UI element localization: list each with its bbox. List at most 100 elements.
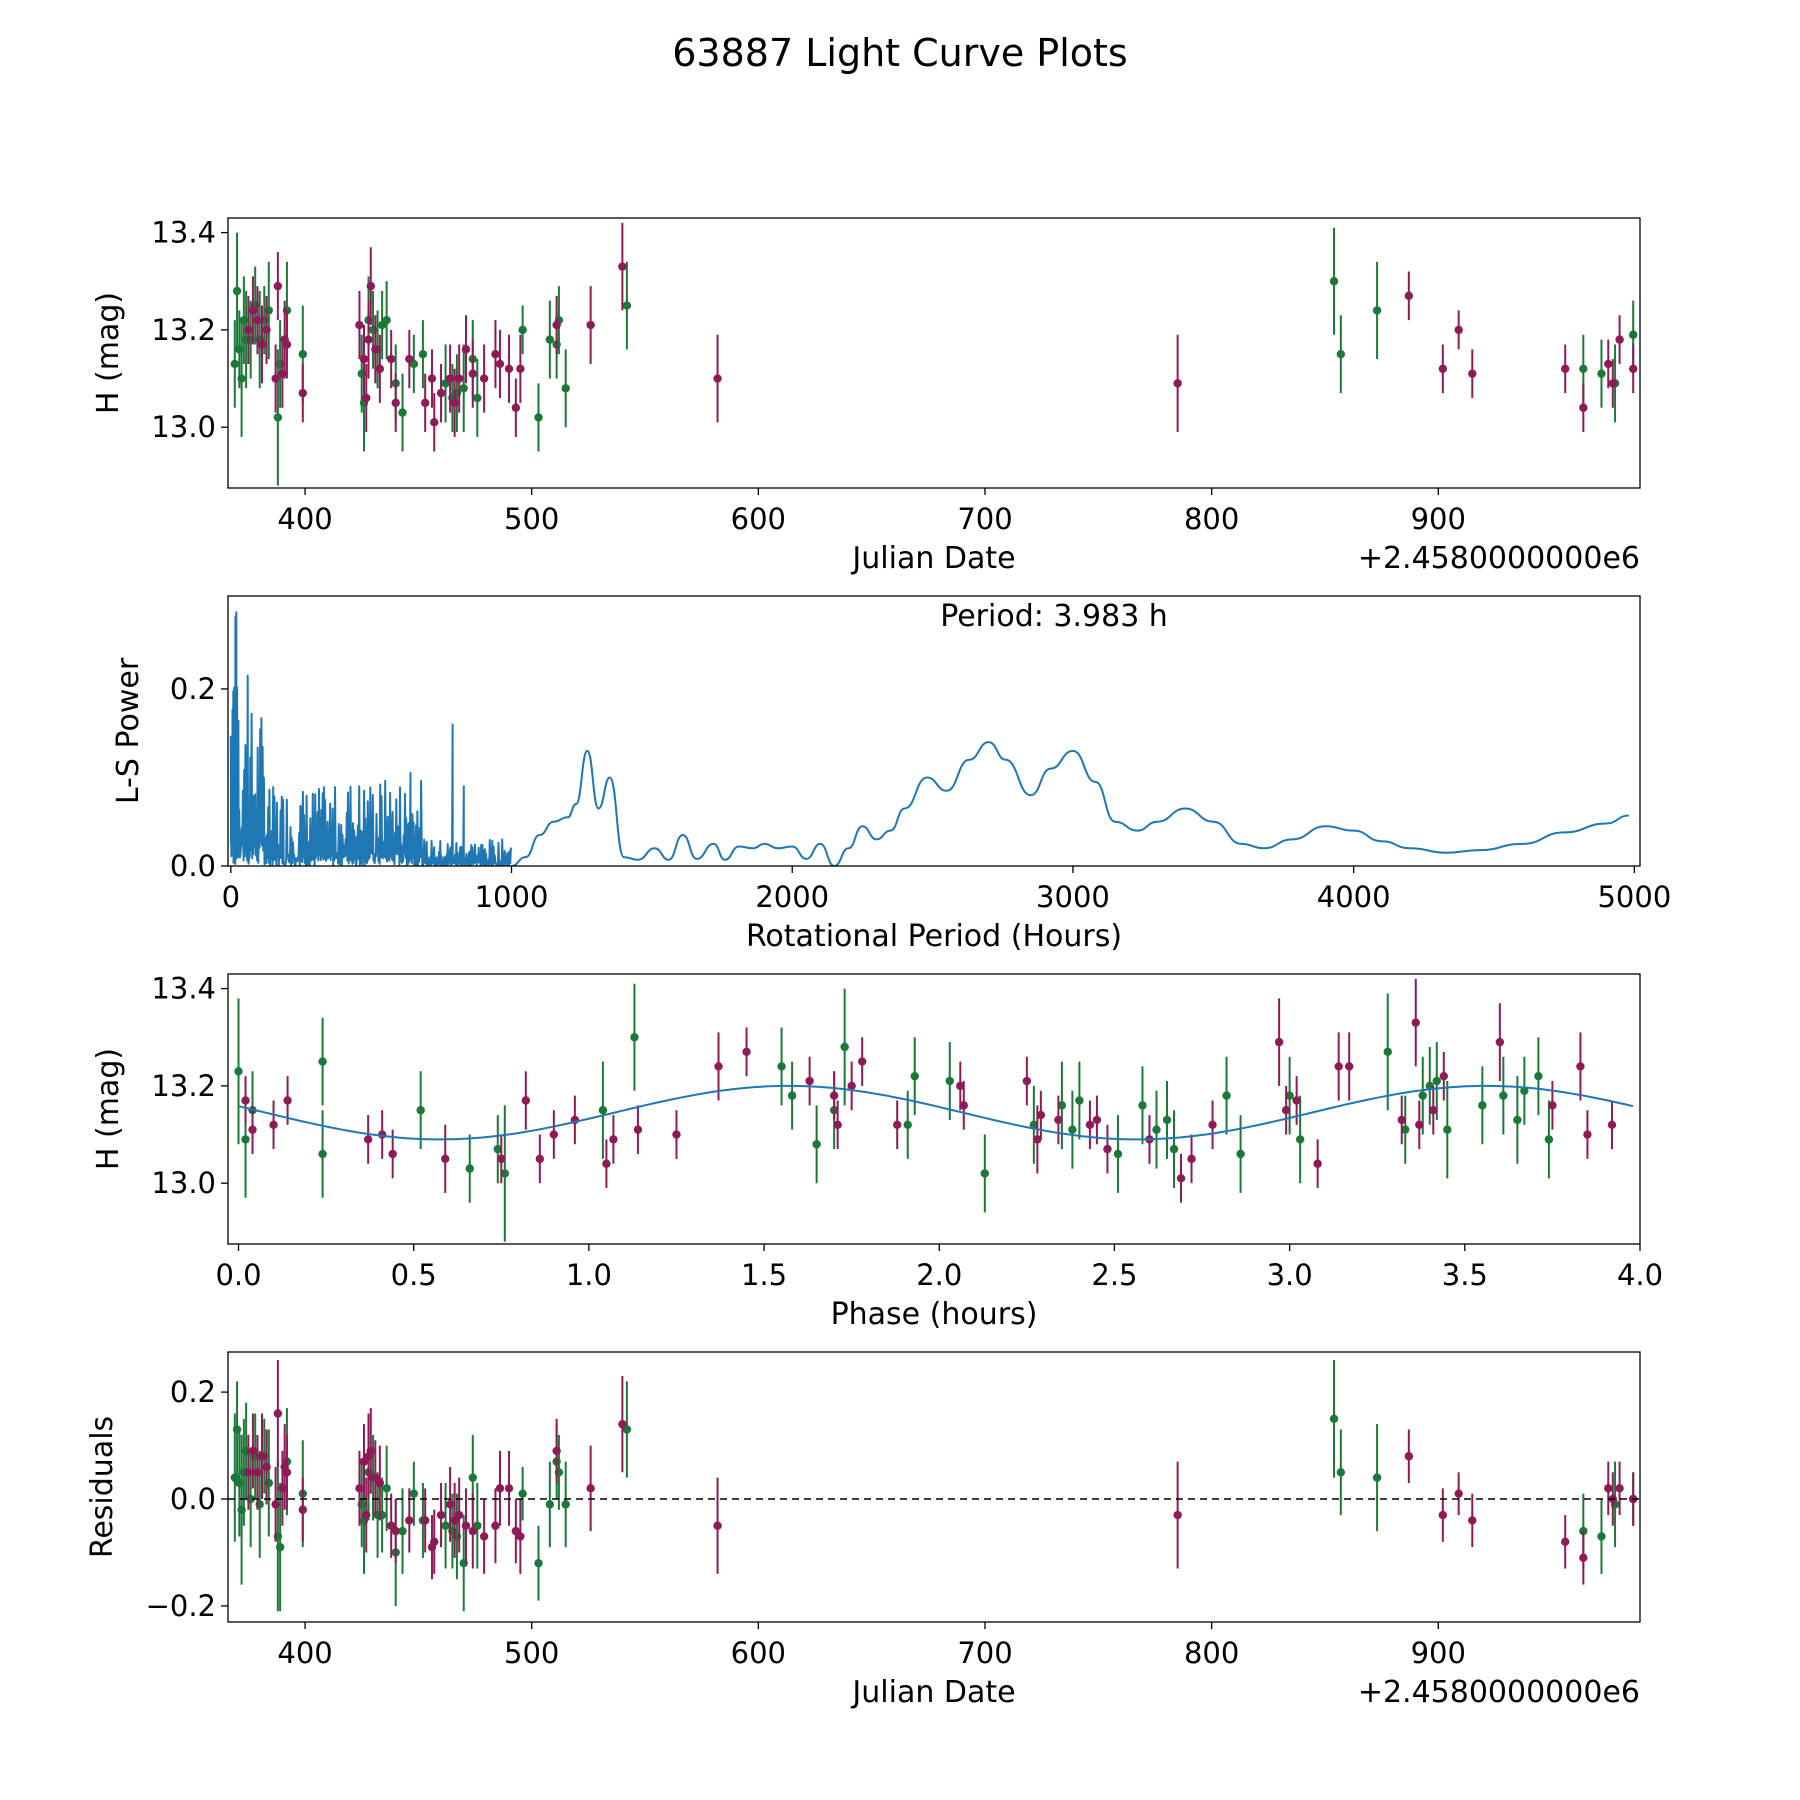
data-point [318,1057,327,1066]
data-point [1334,1062,1343,1071]
data-point [269,1120,278,1130]
panel-periodogram: 0 1000 2000 3000 4000 5000 0.0 0.2 Rotational Pe… [111,595,1671,954]
data-point [468,369,477,378]
data-point [271,374,280,383]
data-point [1454,325,1463,335]
data-point [586,1484,595,1493]
data-point [495,1484,505,1493]
x-tick-label: 4.0 [1617,1258,1663,1292]
data-point [552,1446,561,1456]
data-point [398,408,407,417]
plot-frame [227,973,1641,1245]
data-point [1029,1120,1039,1130]
data-point [420,1516,430,1525]
data-point [468,1473,477,1482]
data-point [1085,1120,1095,1130]
panel-lightcurve: 400 500 600 700 800 900 13.0 13.2 13.4 Julian Dat… [91,216,1641,576]
x-axis-label: Julian Date [850,1675,1015,1710]
data-point [282,340,292,349]
fit-layer [238,1084,1634,1141]
data-point [391,1526,400,1536]
data-point [1615,1484,1624,1493]
data-point [230,359,239,369]
data-point [366,281,375,291]
data-point [436,1510,446,1520]
data-point [521,1096,531,1105]
data-point [903,1120,912,1130]
x-tick-label: 500 [504,1636,559,1670]
data-point [829,1091,839,1100]
data-point [847,1081,856,1091]
x-tick-label: 0.5 [391,1258,437,1292]
data-point [253,315,262,325]
data-point [362,393,371,403]
data-point [1404,1452,1414,1461]
y-axis-label: L-S Power [111,657,146,804]
data-point [1468,1516,1477,1525]
data-point [518,325,527,335]
data-point [298,350,307,359]
data-point [1274,1037,1284,1047]
data-point [534,413,543,422]
data-point [479,1532,489,1541]
data-point [441,1154,450,1164]
x-offset-label: +2.4580000000e6 [1358,1675,1640,1710]
y-tick-label: 13.2 [151,1069,216,1103]
data-point [298,388,307,398]
data-point [1222,1091,1231,1100]
data-point [1411,1018,1420,1027]
x-tick-label: 2.0 [916,1258,962,1292]
data-point [1336,350,1346,359]
data-point [273,1409,283,1418]
y-tick-label: 13.4 [151,972,216,1006]
data-point [1415,1120,1424,1130]
x-tick-label: 800 [1184,1636,1239,1670]
data-point [298,1505,307,1514]
data-point [248,1125,257,1134]
data-point [275,1542,285,1552]
data-point [633,1125,643,1134]
data-point [1022,1076,1032,1086]
data-point [1438,364,1448,374]
data-point [602,1159,611,1168]
data-point [1607,1120,1617,1130]
data-point [465,1164,474,1173]
data-point [1604,359,1613,369]
data-point [283,1096,292,1105]
data-point [1313,1159,1322,1168]
data-point [516,1532,525,1541]
data-point [1075,1096,1084,1105]
data-point [273,281,283,291]
data-point [1604,1484,1613,1493]
data-point [1162,1115,1172,1125]
data-point [454,374,464,383]
data-point [980,1169,990,1178]
y-tick-label: 13.4 [151,216,216,250]
y-axis-label: H (mag) [91,1048,126,1170]
data-point [552,320,561,330]
y-axis-label: Residuals [85,1416,120,1558]
data-point [409,1489,419,1498]
data-point [1534,1071,1543,1081]
x-tick-label: 800 [1184,502,1239,536]
data-point [959,1101,968,1110]
data-point [742,1047,751,1057]
period-annotation: Period: 3.983 h [940,599,1168,634]
x-tick-label: 700 [957,502,1012,536]
data-point [1418,1091,1427,1100]
data-point [1033,1135,1042,1144]
data-point [1236,1149,1245,1159]
data-point [857,1057,867,1066]
data-point [500,1169,509,1178]
data-point [561,1500,570,1509]
data-point [495,359,505,369]
data-point [386,354,396,364]
x-axis-label: Phase (hours) [831,1297,1038,1332]
data-point [1169,1144,1179,1154]
data-point [1138,1101,1147,1110]
data-point [1383,1047,1392,1057]
x-tick-label: 0 [222,880,240,914]
data-point [1152,1125,1161,1134]
data-point [262,325,271,335]
